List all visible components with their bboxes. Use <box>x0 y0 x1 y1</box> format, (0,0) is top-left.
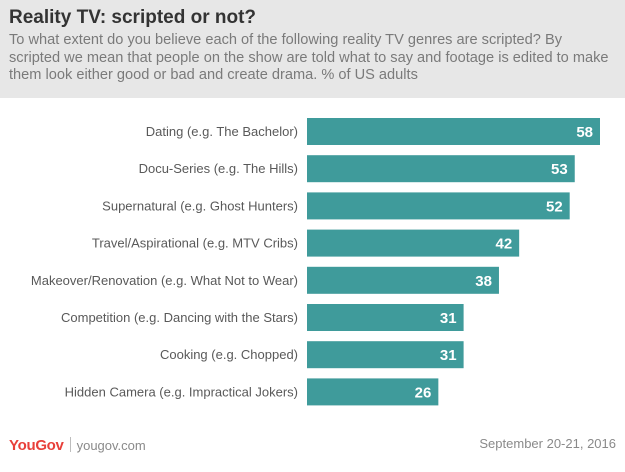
footer-divider <box>69 437 71 452</box>
bar <box>307 155 575 183</box>
category-label: Hidden Camera (e.g. Impractical Jokers) <box>65 384 298 399</box>
bar-value-label: 31 <box>440 347 457 364</box>
footer-branding: YouGov yougov.com <box>9 435 146 454</box>
category-label: Docu-Series (e.g. The Hills) <box>139 161 298 176</box>
footer-site: yougov.com <box>76 438 146 453</box>
bar <box>307 266 499 294</box>
chart-subtitle: To what extent do you believe each of th… <box>9 32 609 83</box>
bar-chart: Dating (e.g. The Bachelor) 58 Docu-Series … <box>31 118 600 406</box>
footer-date: September 20-21, 2016 <box>479 436 616 451</box>
category-label: Travel/Aspirational (e.g. MTV Cribs) <box>92 236 298 251</box>
bar-value-label: 52 <box>546 198 563 215</box>
bar-value-label: 38 <box>475 273 492 290</box>
yougov-logo: YouGov <box>9 437 64 454</box>
chart-header: Reality TV: scripted or not? To what ext… <box>0 0 625 98</box>
category-label: Supernatural (e.g. Ghost Hunters) <box>102 198 298 213</box>
bar <box>307 192 570 220</box>
category-label: Competition (e.g. Dancing with the Stars… <box>61 310 298 325</box>
bar-value-label: 31 <box>440 310 457 327</box>
bar <box>307 229 520 257</box>
category-label: Makeover/Renovation (e.g. What Not to We… <box>31 273 298 288</box>
bar <box>307 341 464 369</box>
bar <box>307 378 439 406</box>
bar <box>307 304 464 331</box>
bar-value-label: 53 <box>551 161 568 178</box>
category-label: Cooking (e.g. Chopped) <box>160 347 298 362</box>
bar <box>307 118 600 145</box>
bar-value-label: 42 <box>495 236 512 253</box>
bar-value-label: 58 <box>576 124 593 141</box>
chart-title: Reality TV: scripted or not? <box>9 7 257 28</box>
bar-value-label: 26 <box>415 384 432 401</box>
category-label: Dating (e.g. The Bachelor) <box>146 124 298 139</box>
